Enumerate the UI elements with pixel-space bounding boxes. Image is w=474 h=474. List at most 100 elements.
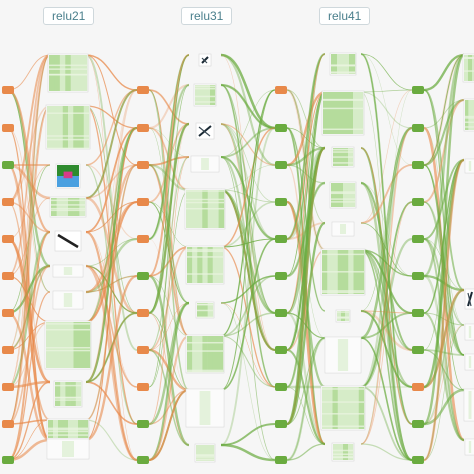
feature-map-23[interactable]	[331, 146, 355, 168]
neuron-node-2-2[interactable]	[275, 161, 287, 169]
edge-f-6-4	[360, 310, 413, 388]
feature-map-24[interactable]	[329, 181, 357, 209]
neuron-node-1-5[interactable]	[137, 272, 149, 280]
feature-map-19[interactable]	[185, 388, 225, 428]
edge-f-8-1	[360, 126, 413, 389]
neuron-node-0-5[interactable]	[2, 272, 14, 280]
feature-map-0[interactable]	[47, 53, 89, 93]
feature-map-7[interactable]	[44, 320, 92, 370]
feature-map-13[interactable]	[195, 122, 215, 140]
feature-map-14[interactable]	[190, 155, 220, 173]
neuron-node-0-6[interactable]	[2, 309, 14, 317]
neuron-node-3-7[interactable]	[412, 346, 424, 354]
neuron-node-0-9[interactable]	[2, 420, 14, 428]
edge-f-6-1	[360, 309, 413, 352]
edge-e-7-4	[286, 53, 326, 351]
edge-a-7-4	[7, 54, 51, 351]
neuron-node-1-7[interactable]	[137, 346, 149, 354]
feature-map-29[interactable]	[320, 385, 366, 431]
neuron-node-2-3[interactable]	[275, 198, 287, 206]
neuron-node-1-10[interactable]	[137, 456, 149, 464]
feature-map-33[interactable]	[464, 158, 474, 174]
edge-e-7-1	[286, 348, 326, 446]
layer-label-relu41[interactable]: relu41	[319, 7, 371, 25]
neuron-node-3-6[interactable]	[412, 309, 424, 317]
feature-map-21[interactable]	[329, 52, 357, 76]
neuron-node-3-0[interactable]	[412, 86, 424, 94]
neuron-node-1-0[interactable]	[137, 86, 149, 94]
neuron-node-2-10[interactable]	[275, 456, 287, 464]
feature-map-5[interactable]	[52, 264, 84, 278]
neuron-node-0-2[interactable]	[2, 161, 14, 169]
feature-map-18[interactable]	[185, 334, 225, 374]
neuron-node-3-8[interactable]	[412, 383, 424, 391]
neuron-node-0-8[interactable]	[2, 383, 14, 391]
feature-map-20[interactable]	[194, 443, 216, 463]
feature-map-27[interactable]	[335, 309, 351, 323]
feature-map-32[interactable]	[463, 98, 474, 132]
feature-map-25[interactable]	[331, 221, 355, 237]
edge-b-8-0	[85, 126, 138, 384]
neuron-node-2-8[interactable]	[275, 383, 287, 391]
neuron-node-0-7[interactable]	[2, 346, 14, 354]
feature-map-28[interactable]	[324, 336, 362, 374]
neuron-node-3-10[interactable]	[412, 456, 424, 464]
neuron-node-3-9[interactable]	[412, 420, 424, 428]
feature-map-8[interactable]	[53, 380, 83, 408]
feature-map-9[interactable]	[46, 418, 90, 440]
feature-map-34[interactable]	[464, 288, 474, 310]
neuron-node-0-4[interactable]	[2, 235, 14, 243]
neuron-node-2-4[interactable]	[275, 235, 287, 243]
feature-map-15[interactable]	[184, 188, 226, 230]
neuron-node-0-10[interactable]	[2, 456, 14, 464]
neuron-node-2-0[interactable]	[275, 86, 287, 94]
neuron-node-2-1[interactable]	[275, 124, 287, 132]
edge-b-1-2	[85, 105, 138, 314]
neuron-node-2-7[interactable]	[275, 346, 287, 354]
feature-map-17[interactable]	[195, 301, 215, 319]
layer-label-relu31[interactable]: relu31	[181, 7, 233, 25]
neuron-node-1-1[interactable]	[137, 124, 149, 132]
feature-map-10[interactable]	[46, 438, 90, 460]
edge-g-7-2	[423, 349, 465, 391]
neuron-node-3-3[interactable]	[412, 198, 424, 206]
neuron-node-0-1[interactable]	[2, 124, 14, 132]
feature-map-30[interactable]	[331, 442, 355, 462]
neuron-node-1-3[interactable]	[137, 198, 149, 206]
feature-map-6[interactable]	[52, 290, 84, 310]
neuron-node-2-5[interactable]	[275, 272, 287, 280]
feature-map-36[interactable]	[464, 353, 474, 371]
feature-map-1[interactable]	[45, 104, 91, 150]
feature-map-38[interactable]	[464, 438, 474, 456]
layer-label-relu21[interactable]: relu21	[43, 7, 95, 25]
neuron-node-1-9[interactable]	[137, 420, 149, 428]
neuron-node-1-6[interactable]	[137, 309, 149, 317]
neuron-node-1-4[interactable]	[137, 235, 149, 243]
edge-e-10-2	[286, 443, 326, 461]
neuron-node-2-6[interactable]	[275, 309, 287, 317]
neuron-node-3-5[interactable]	[412, 272, 424, 280]
neuron-node-1-2[interactable]	[137, 161, 149, 169]
feature-map-4[interactable]	[54, 230, 82, 252]
neuron-node-1-8[interactable]	[137, 383, 149, 391]
feature-map-2[interactable]	[55, 163, 81, 189]
neuron-node-0-3[interactable]	[2, 198, 14, 206]
edge-b-2-0	[85, 164, 138, 240]
feature-map-26[interactable]	[320, 248, 366, 296]
neuron-node-3-2[interactable]	[412, 161, 424, 169]
neuron-node-3-1[interactable]	[412, 124, 424, 132]
feature-map-11[interactable]	[198, 53, 212, 67]
feature-map-12[interactable]	[193, 83, 217, 107]
edge-b-7-2	[85, 89, 138, 323]
neuron-node-0-0[interactable]	[2, 86, 14, 94]
edge-a-4-0	[7, 164, 51, 240]
edge-f-1-1	[360, 91, 413, 461]
feature-map-37[interactable]	[463, 388, 474, 422]
feature-map-35[interactable]	[464, 323, 474, 341]
feature-map-31[interactable]	[462, 53, 474, 83]
feature-map-3[interactable]	[49, 196, 87, 218]
neuron-node-3-4[interactable]	[412, 235, 424, 243]
feature-map-22[interactable]	[321, 90, 365, 136]
neuron-node-2-9[interactable]	[275, 420, 287, 428]
feature-map-16[interactable]	[185, 245, 225, 285]
